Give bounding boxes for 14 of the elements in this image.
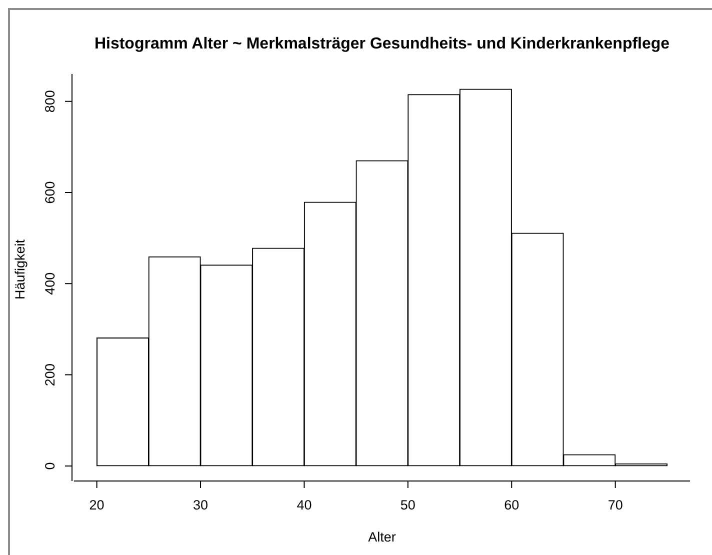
x-axis-title: Alter [368,530,396,545]
y-tick-label: 0 [42,462,58,470]
x-tick-label: 50 [400,498,416,513]
x-tick-label: 60 [504,498,520,513]
y-tick-label: 200 [42,364,58,386]
y-axis-title: Häufigkeit [12,239,28,300]
chart-title: Histogramm Alter ~ Merkmalsträger Gesundheits- und Kinderkrankenpflege [94,35,670,52]
x-tick-label: 70 [608,498,623,513]
x-tick-label: 40 [296,498,312,513]
y-tick-label: 600 [42,181,58,204]
x-tick-label: 20 [89,498,104,513]
y-tick-label: 400 [42,272,58,295]
x-tick-label: 30 [193,498,208,513]
y-tick-label: 800 [42,90,58,113]
